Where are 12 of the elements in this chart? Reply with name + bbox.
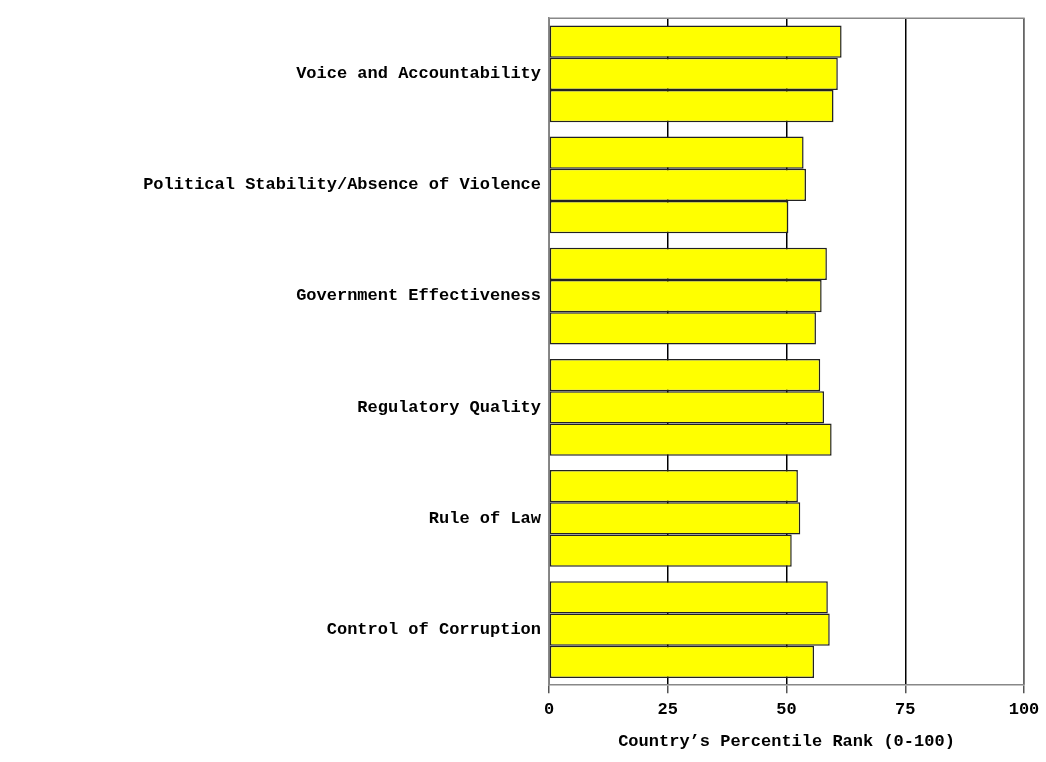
x-tick-label: 0 (543, 699, 555, 719)
y-tick-label: Political Stability/Absence of Violence (143, 175, 541, 195)
y-tick-label: Control of Corruption (326, 619, 541, 639)
y-tick-label: Rule of Law (428, 508, 542, 528)
x-axis-title: Country’s Percentile Rank (0-100) (618, 732, 955, 752)
y-tick-label: Voice and Accountability (296, 64, 541, 84)
x-tick-label: 100 (1008, 699, 1040, 719)
y-tick-label: Regulatory Quality (357, 397, 541, 417)
x-tick-label: 75 (895, 699, 916, 719)
x-tick-label: 50 (776, 699, 797, 719)
x-tick-label: 25 (657, 699, 678, 719)
y-tick-label: Government Effectiveness (296, 286, 541, 306)
